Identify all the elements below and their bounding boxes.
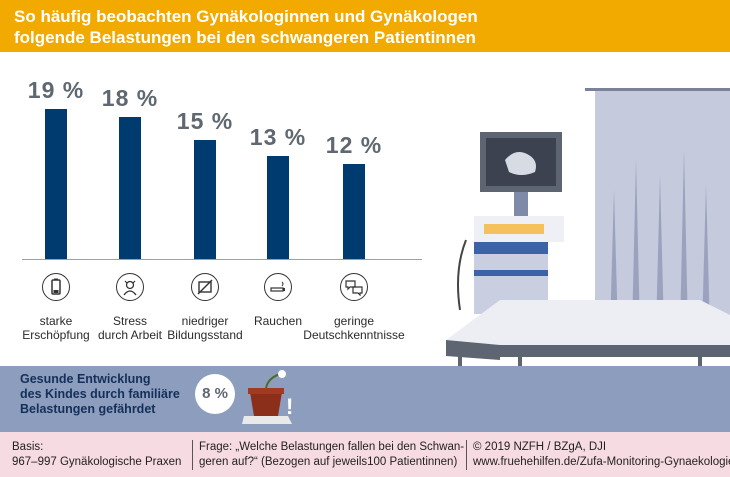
title-line-2: folgende Belastungen bei den schwangeren… — [14, 28, 476, 47]
bar-value-label: 13 % — [249, 124, 307, 150]
footer-basis: Basis: 967–997 Gynäkologische Praxen — [12, 440, 181, 470]
cigarette-icon — [264, 273, 292, 301]
crossed-book-icon — [191, 273, 219, 301]
x-axis-line — [22, 259, 422, 260]
category-label: niedriger Bildungsstand — [150, 314, 260, 342]
category-label: Stress durch Arbeit — [75, 314, 185, 342]
stressed-person-icon — [116, 273, 144, 301]
footer-divider — [192, 440, 193, 470]
risk-band-line-2: des Kindes durch familiäre — [20, 387, 180, 401]
category-label-line-1: geringe — [333, 314, 375, 328]
wilting-plant-icon — [242, 370, 292, 424]
bar-value-label: 12 % — [325, 132, 383, 158]
category-label-line-1: starke — [39, 314, 73, 328]
bar-value-label: 15 % — [176, 108, 234, 134]
risk-percentage: 8 % — [195, 374, 235, 414]
bar-2 — [119, 117, 141, 259]
footer-basis-line-1: Basis: — [12, 441, 44, 453]
footer-question-line-1: Frage: „Welche Belastungen fallen bei de… — [199, 441, 465, 453]
risk-band — [0, 366, 730, 432]
footer-source-line-2: www.fruehehilfen.de/Zufa-Monitoring-Gyna… — [473, 456, 730, 468]
title-line-1: So häufig beobachten Gynäkologinnen und … — [14, 7, 478, 26]
risk-band-text: Gesunde Entwicklung des Kindes durch fam… — [20, 372, 180, 417]
risk-band-line-3: Belastungen gefährdet — [20, 402, 156, 416]
battery-low-icon — [42, 273, 70, 301]
bar-4 — [267, 156, 289, 259]
category-label-line-2: Deutschkenntnisse — [303, 328, 405, 342]
bar-value-label: 19 % — [27, 77, 85, 103]
category-label-line-1: niedriger — [181, 314, 229, 328]
footer-divider — [466, 440, 467, 470]
title-bar: So häufig beobachten Gynäkologinnen und … — [0, 0, 730, 52]
category-label-line-2: Erschöpfung — [22, 328, 90, 342]
footer-source-line-1: © 2019 NZFH / BZgA, DJI — [473, 441, 607, 453]
category-label-line-1: Rauchen — [253, 314, 303, 328]
bar-5 — [343, 164, 365, 259]
category-label-line-2: Bildungsstand — [167, 328, 243, 342]
category-label: geringe Deutschkenntnisse — [299, 314, 409, 342]
footer-source: © 2019 NZFH / BZgA, DJI www.fruehehilfen… — [473, 440, 730, 470]
category-label: starke Erschöpfung — [1, 314, 111, 342]
footer-basis-line-2: 967–997 Gynäkologische Praxen — [12, 456, 182, 468]
risk-band-line-1: Gesunde Entwicklung — [20, 372, 151, 386]
curtain-rod — [585, 88, 730, 91]
curtain — [595, 91, 730, 331]
footer-question-line-2: geren auf?“ (Bezogen auf jeweils100 Pati… — [199, 456, 458, 468]
bar-chart: 19 % starke Erschöpfung 18 % Stress durch Arb… — [0, 52, 440, 352]
category-label-line-2: durch Arbeit — [97, 328, 163, 342]
speech-bubbles-icon — [340, 273, 368, 301]
bar-3 — [194, 140, 216, 259]
warning-exclamation: ! — [286, 394, 294, 419]
category-label-line-1: Stress — [112, 314, 147, 328]
footer-question: Frage: „Welche Belastungen fallen bei de… — [199, 440, 464, 470]
bar-value-label: 18 % — [101, 85, 159, 111]
bar-1 — [45, 109, 67, 259]
category-label: Rauchen — [223, 314, 333, 328]
footer — [0, 432, 730, 477]
